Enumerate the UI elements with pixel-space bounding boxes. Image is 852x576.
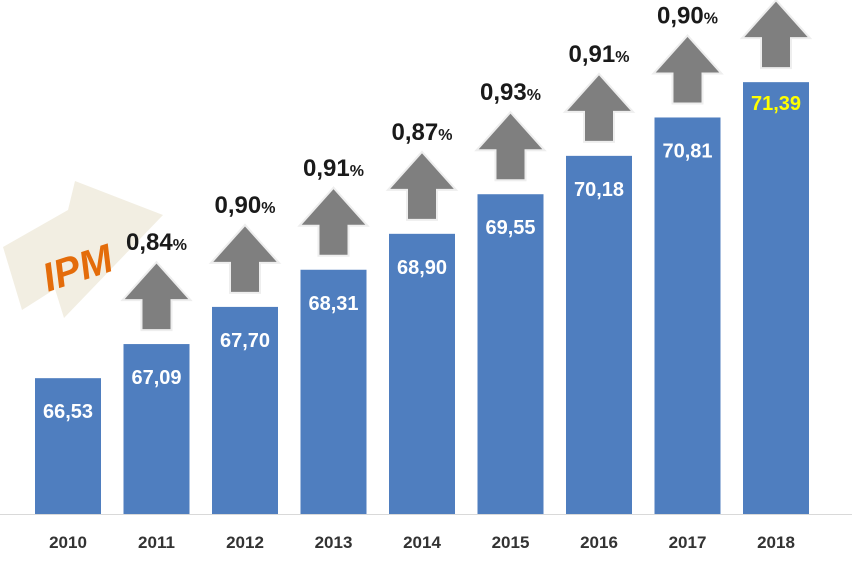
x-tick-label: 2010 xyxy=(49,533,87,552)
x-tick-label: 2016 xyxy=(580,533,618,552)
up-arrow-icon xyxy=(565,74,633,142)
growth-unit: % xyxy=(350,163,364,180)
up-arrow-icon xyxy=(742,0,810,68)
x-tick-label: 2018 xyxy=(757,533,795,552)
data-label: 71,39 xyxy=(751,93,801,115)
bar xyxy=(35,378,101,514)
up-arrow-icon xyxy=(477,112,545,180)
x-tick-label: 2012 xyxy=(226,533,264,552)
data-label: 68,90 xyxy=(397,257,447,279)
x-tick-label: 2011 xyxy=(138,533,175,552)
growth-label: 0,91% xyxy=(303,155,364,182)
growth-unit: % xyxy=(173,237,187,254)
growth-value: 0,84 xyxy=(126,229,173,256)
bar xyxy=(655,117,721,514)
growth-unit: % xyxy=(527,87,541,104)
up-arrow-icon xyxy=(300,188,368,256)
growth-value: 0,91 xyxy=(303,155,350,182)
growth-label: 0,87% xyxy=(392,119,453,146)
up-arrow-icon xyxy=(654,35,722,103)
growth-label: 0,90% xyxy=(657,2,718,29)
growth-value: 0,93 xyxy=(480,79,527,106)
data-label: 67,70 xyxy=(220,330,270,352)
growth-unit: % xyxy=(438,127,452,144)
data-label: 67,09 xyxy=(131,367,181,389)
ipm-bar-chart: IPM 66,53201067,0920110,84%67,7020120,90… xyxy=(0,0,852,576)
data-label: 69,55 xyxy=(485,217,535,239)
up-arrow-icon xyxy=(388,152,456,220)
x-tick-label: 2013 xyxy=(315,533,353,552)
growth-value: 0,91 xyxy=(569,41,616,68)
x-tick-label: 2017 xyxy=(669,533,707,552)
growth-label: 0,93% xyxy=(480,79,541,106)
bar xyxy=(743,82,809,514)
growth-value: 0,90 xyxy=(657,2,704,29)
data-label: 68,31 xyxy=(308,293,358,315)
growth-unit: % xyxy=(704,10,718,27)
growth-unit: % xyxy=(615,49,629,66)
bar xyxy=(478,194,544,514)
up-arrow-icon xyxy=(211,225,279,293)
data-label: 66,53 xyxy=(43,401,93,423)
growth-label: 0,90% xyxy=(215,192,276,219)
growth-label: 0,84% xyxy=(126,229,187,256)
up-arrow-icon xyxy=(123,262,191,330)
growth-label: 0,91% xyxy=(569,41,630,68)
growth-value: 0,90 xyxy=(215,192,262,219)
x-tick-label: 2014 xyxy=(403,533,441,552)
data-label: 70,18 xyxy=(574,179,624,201)
growth-unit: % xyxy=(261,200,275,217)
data-label: 70,81 xyxy=(662,140,712,162)
growth-value: 0,87 xyxy=(392,119,439,146)
bar xyxy=(566,156,632,514)
x-tick-label: 2015 xyxy=(492,533,530,552)
